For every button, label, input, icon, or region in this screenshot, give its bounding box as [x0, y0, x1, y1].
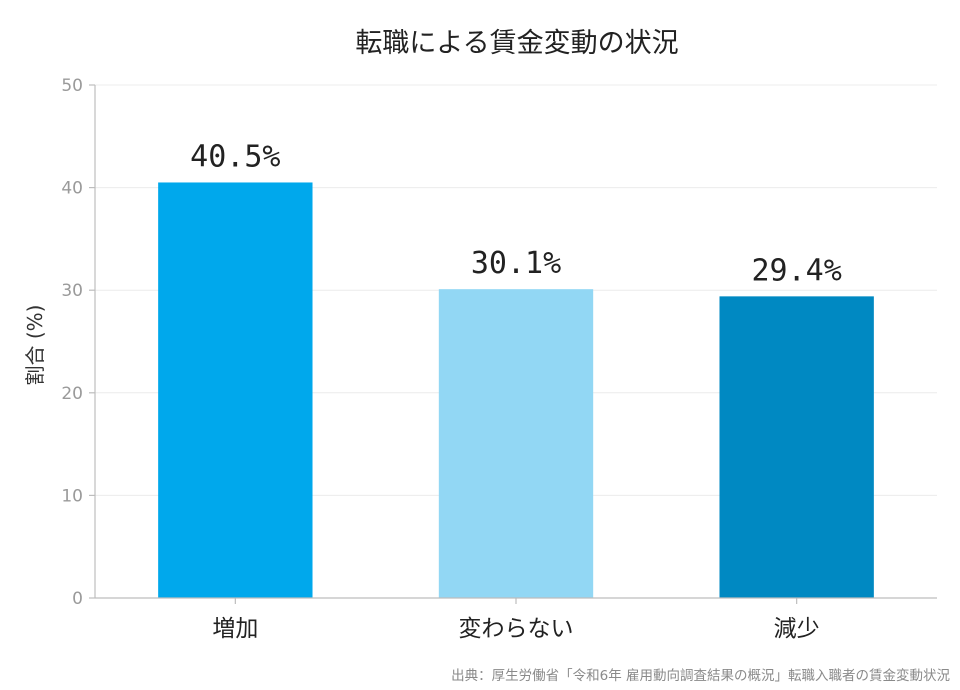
y-tick-label: 0 — [72, 589, 83, 609]
x-tick-label: 減少 — [774, 616, 820, 642]
y-tick-label: 20 — [61, 384, 83, 404]
data-labels: 40.5% 30.1% 29.4% — [190, 139, 842, 288]
x-tick-label: 変わらない — [459, 616, 574, 642]
y-axis-label: 割合 (%) — [23, 305, 47, 386]
data-label: 40.5% — [190, 139, 280, 174]
source-note: 出典：厚生労働省「令和6年 雇用動向調査結果の概況」転職入職者の賃金変動状況 — [451, 668, 950, 684]
bar — [438, 289, 594, 598]
data-label: 30.1% — [471, 246, 561, 281]
y-tick-label: 40 — [61, 179, 83, 199]
data-label: 29.4% — [752, 253, 842, 288]
x-tick-label: 増加 — [212, 616, 258, 642]
x-axis-categories: 増加 変わらない 減少 — [212, 598, 820, 642]
y-tick-label: 50 — [61, 76, 83, 96]
bar — [158, 182, 313, 598]
y-tick-label: 10 — [61, 486, 83, 506]
y-tick-label: 30 — [61, 281, 83, 301]
bars — [158, 182, 874, 598]
chart-title: 転職による賃金変動の状況 — [355, 28, 678, 59]
y-axis-ticks: 0 10 20 30 40 50 — [61, 76, 95, 609]
bar — [719, 296, 874, 598]
